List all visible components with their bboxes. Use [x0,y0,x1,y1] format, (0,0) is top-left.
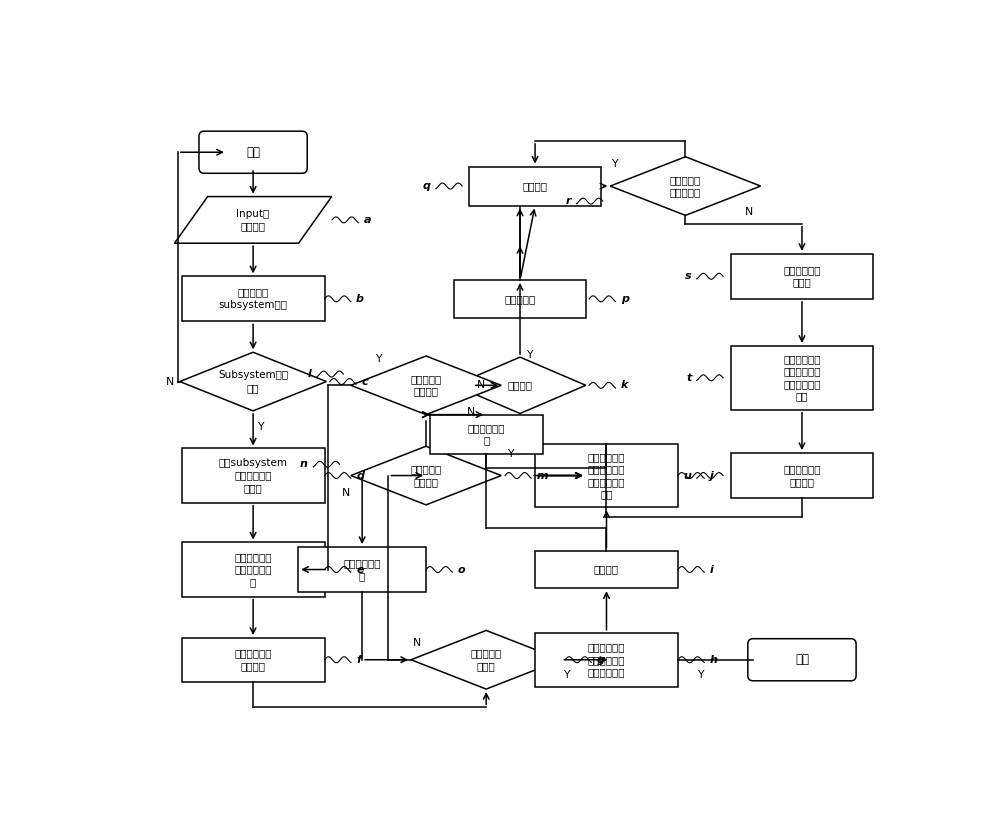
Text: Y: Y [507,450,513,460]
Text: q: q [423,181,431,191]
Bar [731,346,873,410]
Text: p: p [621,294,629,304]
Text: Y: Y [526,350,532,360]
Text: j: j [709,471,713,481]
Text: d: d [356,471,364,481]
Text: u: u [684,471,691,481]
Text: 提取图谱中的
所有反应并保
存: 提取图谱中的 所有反应并保 存 [234,552,272,587]
Text: 开始: 开始 [246,146,260,159]
Text: b: b [356,294,364,304]
Text: N: N [413,638,421,648]
Text: r: r [566,196,571,206]
Bar [535,632,678,686]
Text: t: t [686,373,691,383]
Text: h: h [709,655,717,665]
Bar [535,443,678,507]
Bar [535,551,678,588]
Text: 特异反应: 特异反应 [508,380,533,390]
Text: Y: Y [257,422,264,432]
Text: 记录该反应: 记录该反应 [504,294,536,304]
Bar [182,448,325,503]
Text: 读取保存所有
反应文件: 读取保存所有 反应文件 [234,648,272,671]
FancyBboxPatch shape [199,131,307,173]
Text: Y: Y [697,670,704,680]
Text: 将该反应对应
的蛋白序列提
交，获取定位
信息: 将该反应对应 的蛋白序列提 交，获取定位 信息 [783,354,821,402]
Text: a: a [364,215,371,225]
Text: N: N [745,208,753,217]
Bar [731,453,873,498]
Bar [182,638,325,681]
Bar [182,543,325,597]
Text: 读取下一条反
应: 读取下一条反 应 [343,559,381,581]
Text: 查找该反应在
注释图谱中对
应的所有坐标: 查找该反应在 注释图谱中对 应的所有坐标 [588,642,625,677]
Bar [469,167,601,206]
Text: 在注释图谱中
根据坐标判断
是否是特异性
反应: 在注释图谱中 根据坐标判断 是否是特异性 反应 [588,452,625,499]
Text: f: f [356,655,361,665]
Text: n: n [300,459,308,469]
Text: Y: Y [375,354,382,364]
Text: 获取对应的
subsystem信息: 获取对应的 subsystem信息 [219,288,288,310]
FancyBboxPatch shape [748,639,856,681]
Polygon shape [454,357,586,413]
Polygon shape [411,631,561,689]
Text: m: m [537,471,548,481]
Text: N: N [166,377,174,387]
Text: 查找subsystem
对应注释图谱
并进入: 查找subsystem 对应注释图谱 并进入 [219,458,288,493]
Text: c: c [361,377,368,387]
Text: 为反应添加对
应的区间: 为反应添加对 应的区间 [783,464,821,486]
Text: 模型修正: 模型修正 [523,181,548,191]
Bar [298,547,426,592]
Bar [454,280,586,318]
Text: o: o [458,564,465,574]
Text: N: N [477,380,485,390]
Text: g: g [597,655,605,665]
Bar [731,254,873,299]
Text: 将反应添加到
模型中: 将反应添加到 模型中 [783,265,821,287]
Text: 是否是最后
一条反应: 是否是最后 一条反应 [410,464,442,486]
Text: Y: Y [563,670,570,680]
Text: s: s [685,271,691,281]
Text: Input断
点化合物: Input断 点化合物 [236,208,270,231]
Text: 反应是否包
含断点: 反应是否包 含断点 [471,648,502,671]
Polygon shape [610,157,761,216]
Bar [182,276,325,321]
Polygon shape [180,352,326,411]
Text: N: N [341,488,350,498]
Text: 是否为最后
一个坐标: 是否为最后 一个坐标 [410,374,442,397]
Polygon shape [351,447,501,505]
Polygon shape [351,356,501,415]
Text: 模型中是否
包含该反应: 模型中是否 包含该反应 [670,175,701,198]
Text: i: i [709,564,713,574]
Text: 结束: 结束 [795,653,809,666]
Text: Y: Y [611,159,617,168]
Text: Subsystem是否
存在: Subsystem是否 存在 [218,370,288,393]
Text: N: N [467,407,475,417]
Text: 读取坐标: 读取坐标 [594,564,619,574]
Polygon shape [175,197,332,243]
Bar [430,415,543,454]
Text: 读取下一个坐
标: 读取下一个坐 标 [467,423,505,446]
Text: e: e [356,564,364,574]
Text: l: l [308,369,312,379]
Text: k: k [621,380,628,390]
